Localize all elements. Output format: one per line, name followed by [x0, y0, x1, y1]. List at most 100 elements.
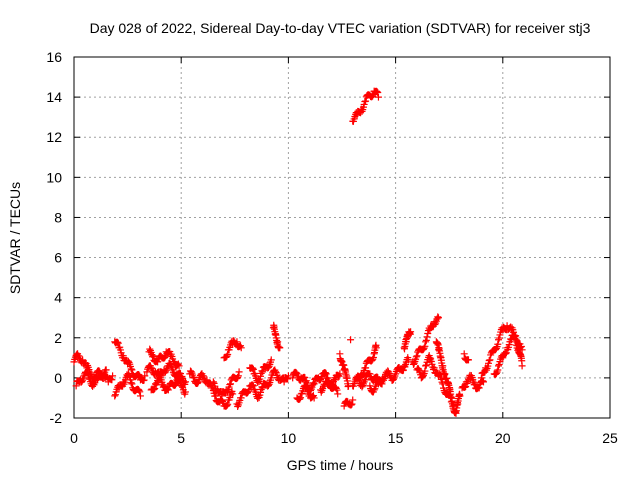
data-point — [369, 354, 377, 362]
data-point — [494, 366, 502, 374]
y-tick-label: 12 — [46, 129, 62, 145]
data-point — [424, 330, 432, 338]
y-tick-label: 4 — [54, 290, 62, 306]
data-point — [249, 382, 257, 390]
data-point — [499, 354, 507, 362]
data-point — [235, 368, 243, 376]
data-point — [348, 400, 356, 408]
data-point — [439, 380, 447, 388]
data-point — [334, 390, 342, 398]
data-point — [370, 386, 378, 394]
x-tick-label: 20 — [495, 430, 511, 446]
data-point — [85, 374, 93, 382]
data-point — [249, 381, 257, 389]
data-point — [124, 357, 132, 365]
data-point — [177, 382, 185, 390]
data-point — [302, 384, 310, 392]
data-point — [362, 364, 370, 372]
data-point — [187, 368, 195, 376]
data-point — [234, 373, 242, 381]
data-point — [379, 376, 387, 384]
data-point — [99, 372, 107, 380]
data-point — [475, 384, 483, 392]
data-point — [347, 336, 355, 344]
data-point — [237, 344, 245, 352]
data-point — [223, 352, 231, 360]
data-point — [332, 384, 340, 392]
data-point — [150, 385, 158, 393]
data-point — [151, 384, 159, 392]
data-point — [347, 401, 355, 409]
data-point — [174, 361, 182, 369]
data-point — [431, 321, 439, 329]
data-point — [413, 352, 421, 360]
data-point — [84, 369, 92, 377]
data-point — [194, 379, 202, 387]
data-point — [480, 378, 488, 386]
x-tick-label: 25 — [602, 430, 618, 446]
x-tick-label: 0 — [70, 430, 78, 446]
data-point — [284, 372, 292, 380]
data-point — [140, 376, 148, 384]
data-point — [234, 372, 242, 380]
gridlines — [74, 57, 610, 418]
data-point — [161, 353, 169, 361]
x-tick-label: 5 — [177, 430, 185, 446]
data-point — [495, 362, 503, 370]
data-point — [259, 368, 267, 376]
data-point — [407, 328, 415, 336]
data-point — [447, 393, 455, 401]
data-point — [349, 396, 357, 404]
data-point — [485, 356, 493, 364]
data-point — [462, 383, 470, 391]
data-point — [164, 385, 172, 393]
y-tick-label: 8 — [54, 209, 62, 225]
data-point — [259, 384, 267, 392]
data-point — [310, 394, 318, 402]
data-point — [102, 366, 110, 374]
data-point — [333, 386, 341, 394]
data-point — [147, 364, 155, 372]
data-point — [374, 89, 382, 97]
data-point — [518, 346, 526, 354]
plot-frame — [73, 56, 611, 419]
data-point — [292, 369, 300, 377]
data-point — [301, 374, 309, 382]
data-point — [254, 376, 262, 384]
data-point — [309, 392, 317, 400]
data-point — [486, 356, 494, 364]
data-point — [223, 389, 231, 397]
data-point — [446, 392, 454, 400]
data-point — [502, 350, 510, 358]
data-point — [171, 381, 179, 389]
x-tick-label: 15 — [388, 430, 404, 446]
data-point — [223, 402, 231, 410]
data-point — [322, 370, 330, 378]
data-point — [249, 365, 257, 373]
data-point — [146, 345, 154, 353]
data-point — [302, 378, 310, 386]
data-point — [135, 386, 143, 394]
data-point — [226, 381, 234, 389]
data-point — [136, 392, 144, 400]
data-point — [264, 382, 272, 390]
data-point — [258, 367, 266, 375]
y-axis-title: SDTVAR / TECUs — [7, 182, 23, 294]
data-point — [249, 364, 257, 372]
data-point — [423, 333, 431, 341]
data-point — [175, 362, 183, 370]
data-point — [421, 367, 429, 375]
x-axis-title: GPS time / hours — [287, 457, 394, 473]
data-point — [234, 403, 242, 411]
data-point — [254, 392, 262, 400]
data-point — [389, 375, 397, 383]
data-point — [128, 380, 136, 388]
data-point — [479, 377, 487, 385]
data-point — [109, 372, 117, 380]
data-point — [296, 395, 304, 403]
data-point — [384, 368, 392, 376]
y-tick-label: 6 — [54, 250, 62, 266]
data-point — [127, 365, 135, 373]
data-point — [362, 97, 370, 105]
